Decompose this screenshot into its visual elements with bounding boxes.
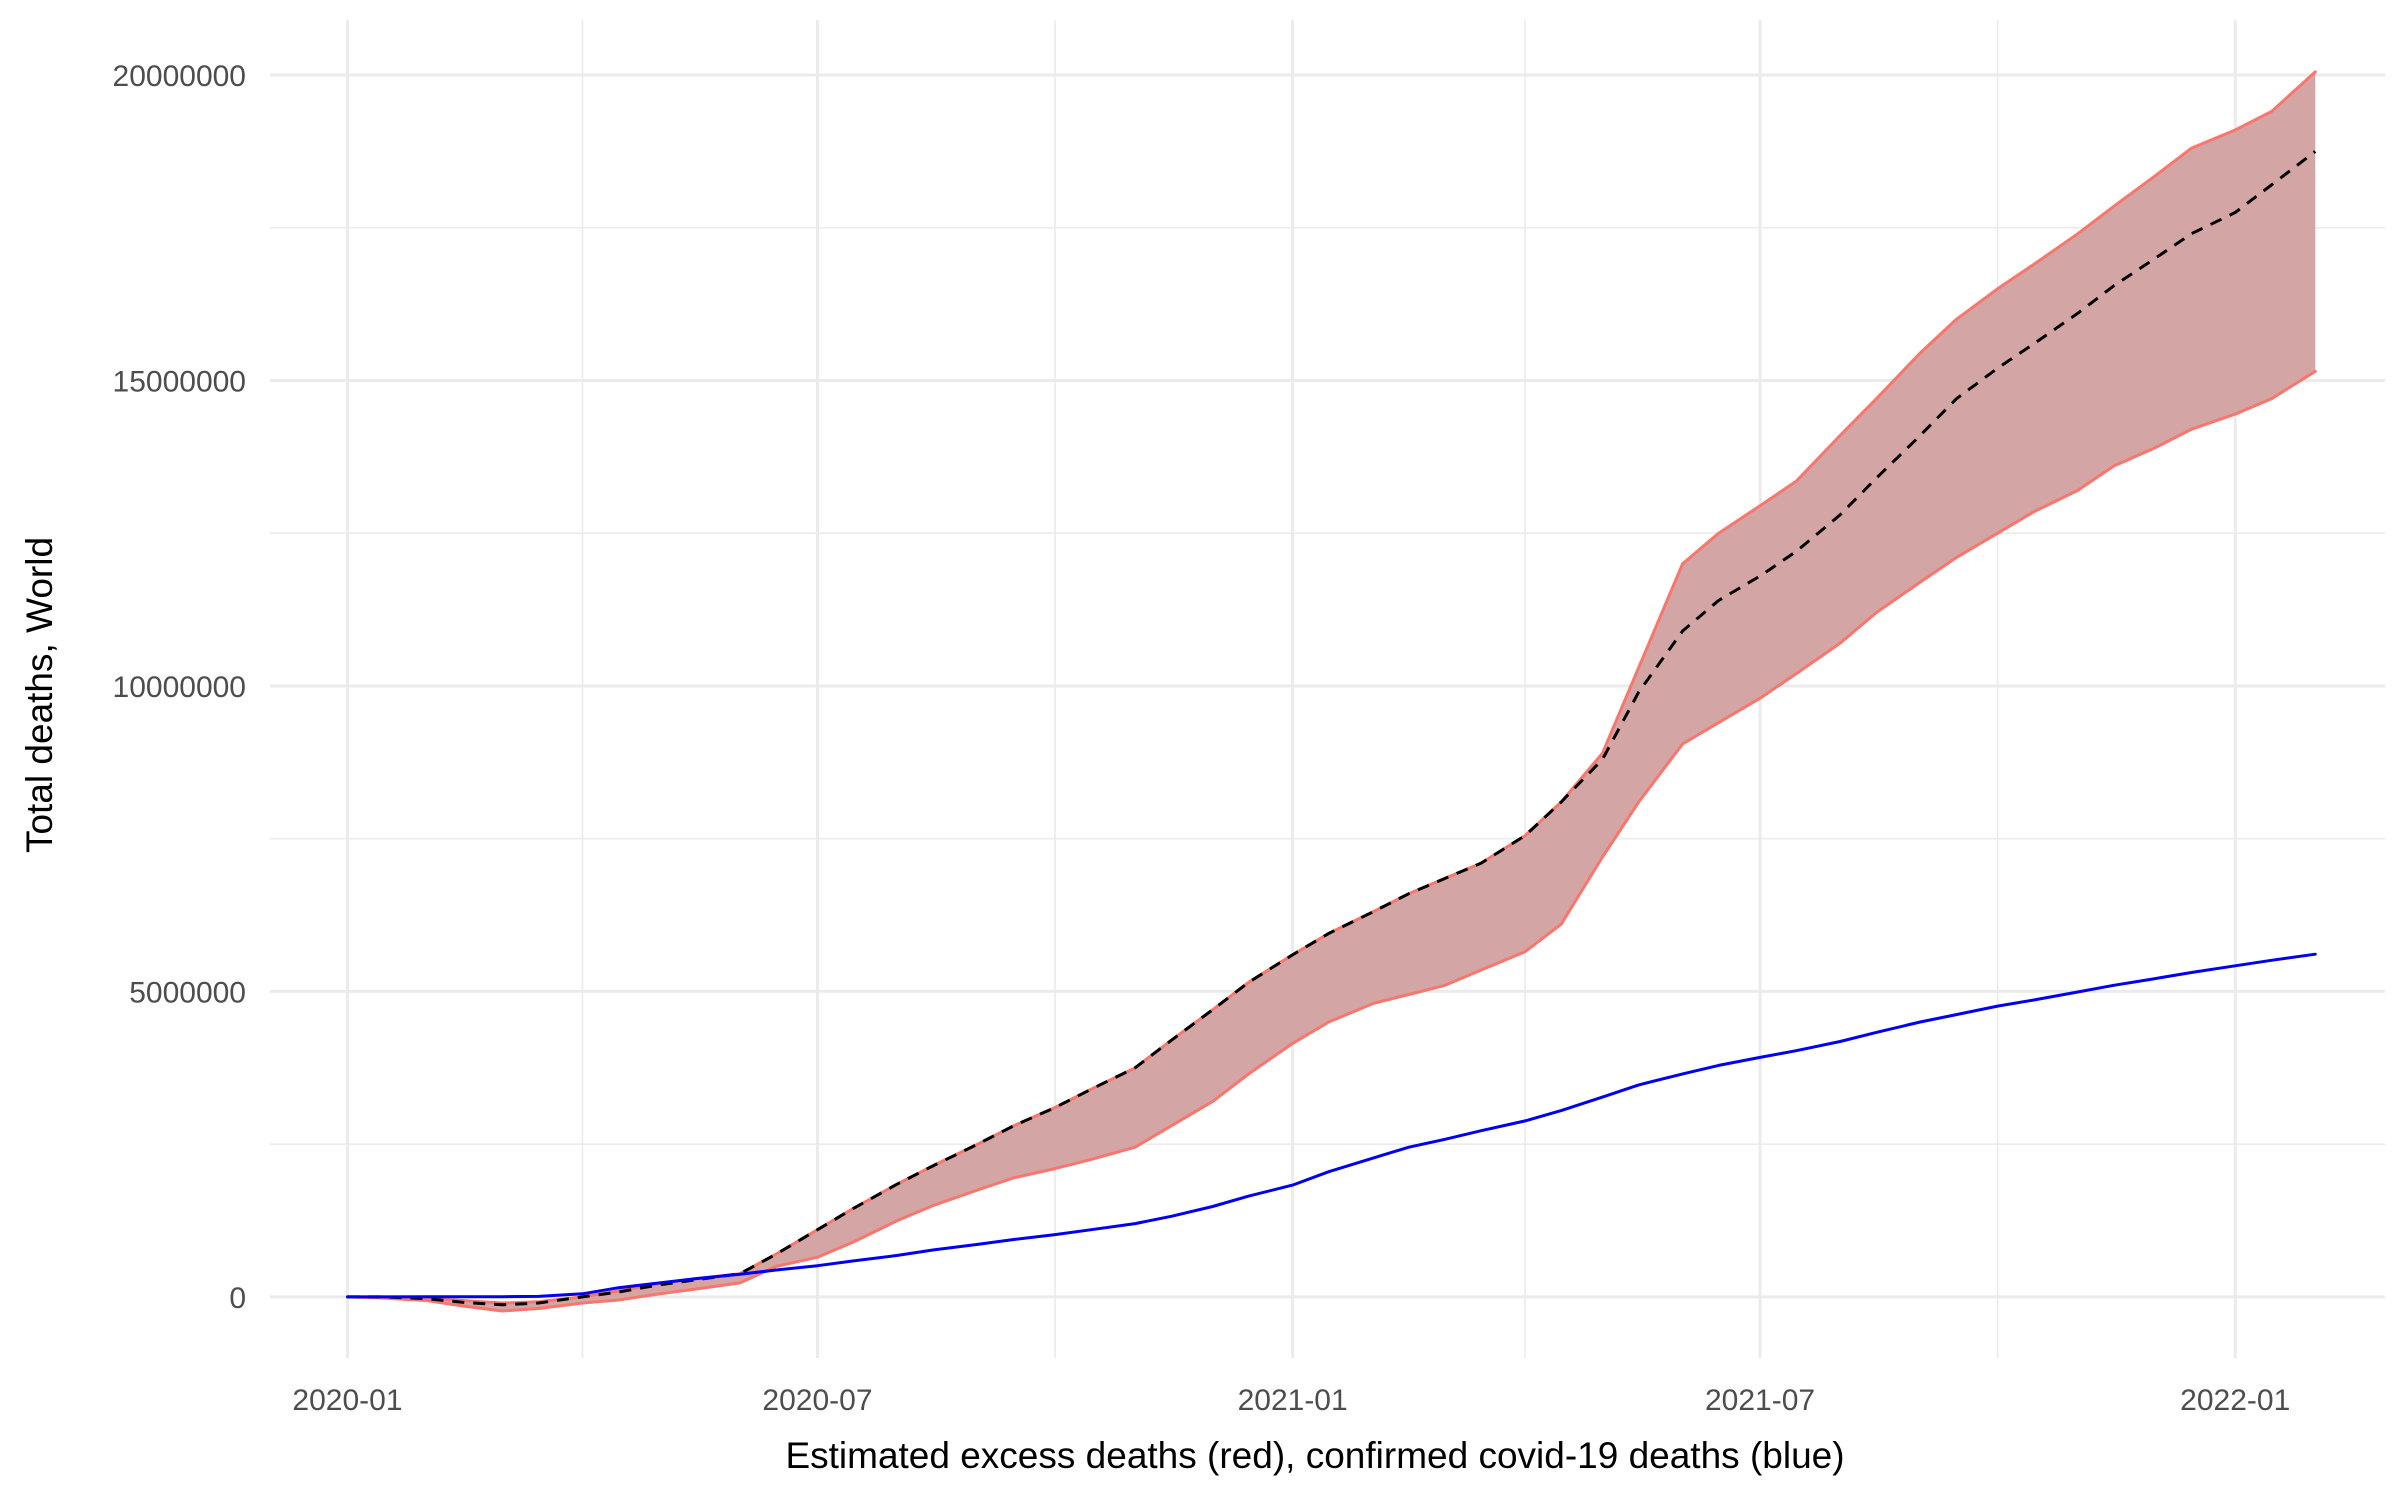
plot-area [346,70,2317,1313]
confirmed-deaths-line [346,952,2317,1299]
excess-deaths-estimate-line [347,150,2317,1307]
y-tick-label: 5000000 [129,976,246,1009]
y-tick-label: 15000000 [113,365,246,398]
y-axis-tick-labels: 0 5000000 10000000 15000000 20000000 [113,60,246,1315]
y-axis-title: Total deaths, World [19,537,60,853]
minor-gridlines [270,20,2385,1358]
x-tick-label: 2021-01 [1238,1384,1348,1417]
y-tick-label: 0 [229,1282,246,1315]
x-axis-tick-labels: 2020-01 2020-07 2021-01 2021-07 2022-01 [292,1384,2290,1417]
excess-deaths-lower-line [346,369,2317,1313]
x-tick-label: 2022-01 [2180,1384,2290,1417]
x-tick-label: 2020-07 [762,1384,872,1417]
x-tick-label: 2020-01 [292,1384,402,1417]
y-tick-label: 10000000 [113,671,246,704]
x-axis-title: Estimated excess deaths (red), confirmed… [785,1435,1844,1476]
x-tick-label: 2021-07 [1705,1384,1815,1417]
y-tick-label: 20000000 [113,60,246,93]
